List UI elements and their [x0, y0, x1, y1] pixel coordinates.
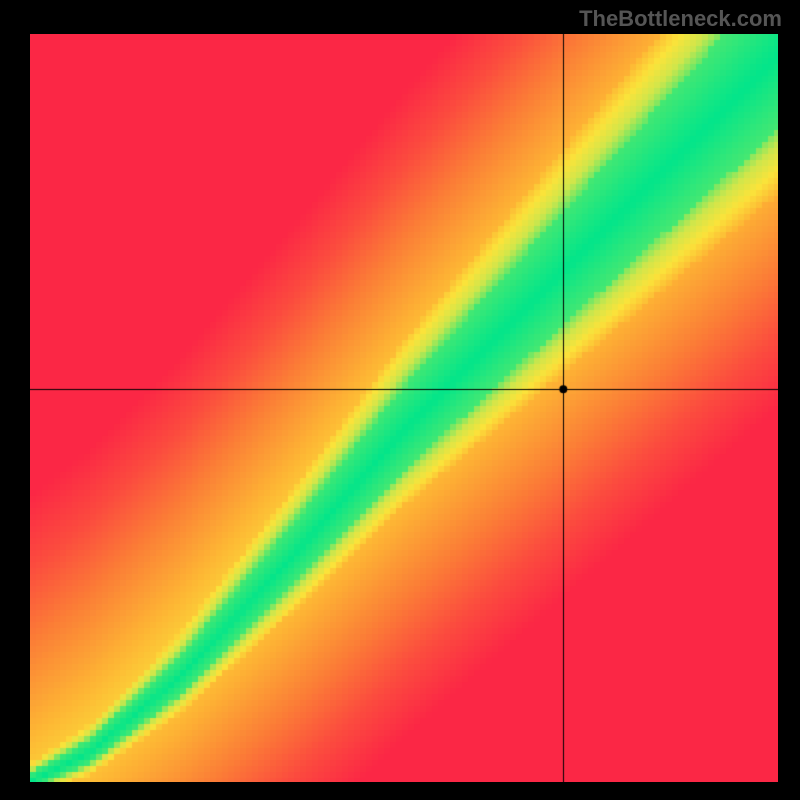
- bottleneck-heatmap-canvas: [30, 34, 778, 782]
- chart-container: TheBottleneck.com: [0, 0, 800, 800]
- watermark-text: TheBottleneck.com: [579, 6, 782, 32]
